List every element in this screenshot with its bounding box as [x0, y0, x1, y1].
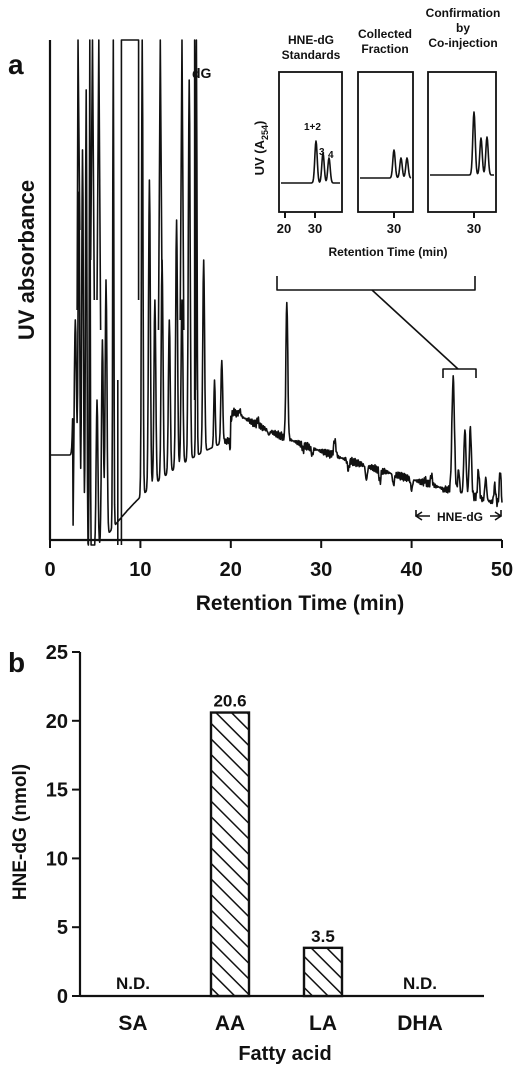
panel-a-x-tick-label: 0 — [44, 559, 55, 581]
panel-b-y-tick-label: 0 — [57, 986, 68, 1008]
panel-a-x-tick-label: 30 — [310, 559, 332, 581]
inset-collected-title-2: Fraction — [361, 42, 408, 56]
panel-b-x-tick-label: LA — [309, 1012, 337, 1035]
inset-collected-trace — [359, 149, 412, 179]
panel-b-xlabel: Fatty acid — [238, 1043, 331, 1065]
hne-dg-label-bg — [430, 510, 490, 524]
collection-bracket — [442, 368, 477, 378]
inset-standards-trace — [280, 140, 341, 184]
hne-dg-arrow-right — [494, 511, 502, 521]
panel-b-y-tick-label: 15 — [46, 780, 68, 802]
inset-confirm-frame — [427, 71, 497, 213]
bar-nd-label: N.D. — [403, 974, 437, 993]
chromatogram-trace — [49, 39, 503, 546]
bar-value-label: 20.6 — [213, 692, 246, 711]
inset-confirm-title-3: Co-injection — [428, 36, 497, 50]
inset-ylabel: UV (A254) — [252, 121, 270, 176]
panel-a: a UV absorbance 0 10 20 30 40 50 Retention Ti… — [8, 6, 513, 615]
panel-b-y-tick-label: 20 — [46, 711, 68, 733]
panel-a-x-tick-label: 10 — [129, 559, 151, 581]
dg-peak-label: dG — [192, 65, 212, 81]
inset-confirm-trace — [429, 111, 495, 176]
connector-line — [371, 289, 459, 370]
bar-aa — [209, 711, 251, 998]
bar-value-label: 3.5 — [311, 927, 335, 946]
panel-b-x-tick-labels: SA AA LA DHA — [118, 1012, 442, 1035]
inset-tick-label-30c: 30 — [467, 221, 481, 236]
inset-collected-title-1: Collected — [358, 27, 412, 41]
inset-confirm-title-1: Confirmation — [426, 6, 501, 20]
panel-b-x-tick-label: AA — [215, 1012, 245, 1035]
hne-dg-label: HNE-dG — [437, 510, 483, 524]
hne-dg-arrow-left — [415, 511, 423, 521]
panel-a-x-ticks: 0 10 20 30 40 50 — [44, 540, 513, 581]
panel-a-x-tick-label: 50 — [491, 559, 513, 581]
panel-a-x-tick-label: 20 — [220, 559, 242, 581]
inset-collected-frame — [357, 71, 414, 213]
panel-b-y-tick-label: 5 — [57, 917, 68, 939]
panel-b-letter: b — [8, 647, 25, 678]
inset-standards-frame — [278, 71, 343, 213]
bar-la — [302, 946, 344, 998]
inset-standards-title-2: Standards — [282, 48, 341, 62]
inset-tick-label-30a: 30 — [308, 221, 322, 236]
panel-a-ylabel: UV absorbance — [14, 180, 39, 340]
inset-peak-label-12: 1+2 — [304, 122, 321, 133]
panel-b-x-tick-label: DHA — [397, 1012, 443, 1035]
inset-group-bracket — [276, 276, 476, 291]
panel-b-x-tick-label: SA — [118, 1012, 147, 1035]
panel-b-y-tick-label: 25 — [46, 642, 68, 664]
inset-x-ticks: 20 30 30 30 — [277, 212, 481, 236]
panel-a-x-tick-label: 40 — [400, 559, 422, 581]
inset-xlabel: Retention Time (min) — [328, 245, 447, 259]
inset-tick-label-20: 20 — [277, 221, 291, 236]
panel-a-letter: a — [8, 49, 24, 80]
panel-b-bars: N.D. 20.6 3.5 N.D. — [116, 692, 437, 998]
bar-nd-label: N.D. — [116, 974, 150, 993]
inset-peak-label-3: 3 — [319, 147, 325, 158]
inset-confirm-title-2: by — [456, 21, 470, 35]
panel-b-y-tick-label: 10 — [46, 848, 68, 870]
inset-panels: UV (A254) HNE-dG Standards 1+2 3 4 Colle… — [252, 6, 500, 259]
hne-dg-bracket: HNE-dG — [415, 510, 502, 524]
panel-b-y-ticks: 0 5 10 15 20 25 — [46, 642, 80, 1008]
inset-standards-title-1: HNE-dG — [288, 33, 334, 47]
inset-tick-label-30b: 30 — [387, 221, 401, 236]
panel-b-ylabel: HNE-dG (nmol) — [10, 764, 31, 900]
inset-peak-label-4: 4 — [328, 150, 334, 161]
panel-a-xlabel: Retention Time (min) — [196, 592, 404, 615]
